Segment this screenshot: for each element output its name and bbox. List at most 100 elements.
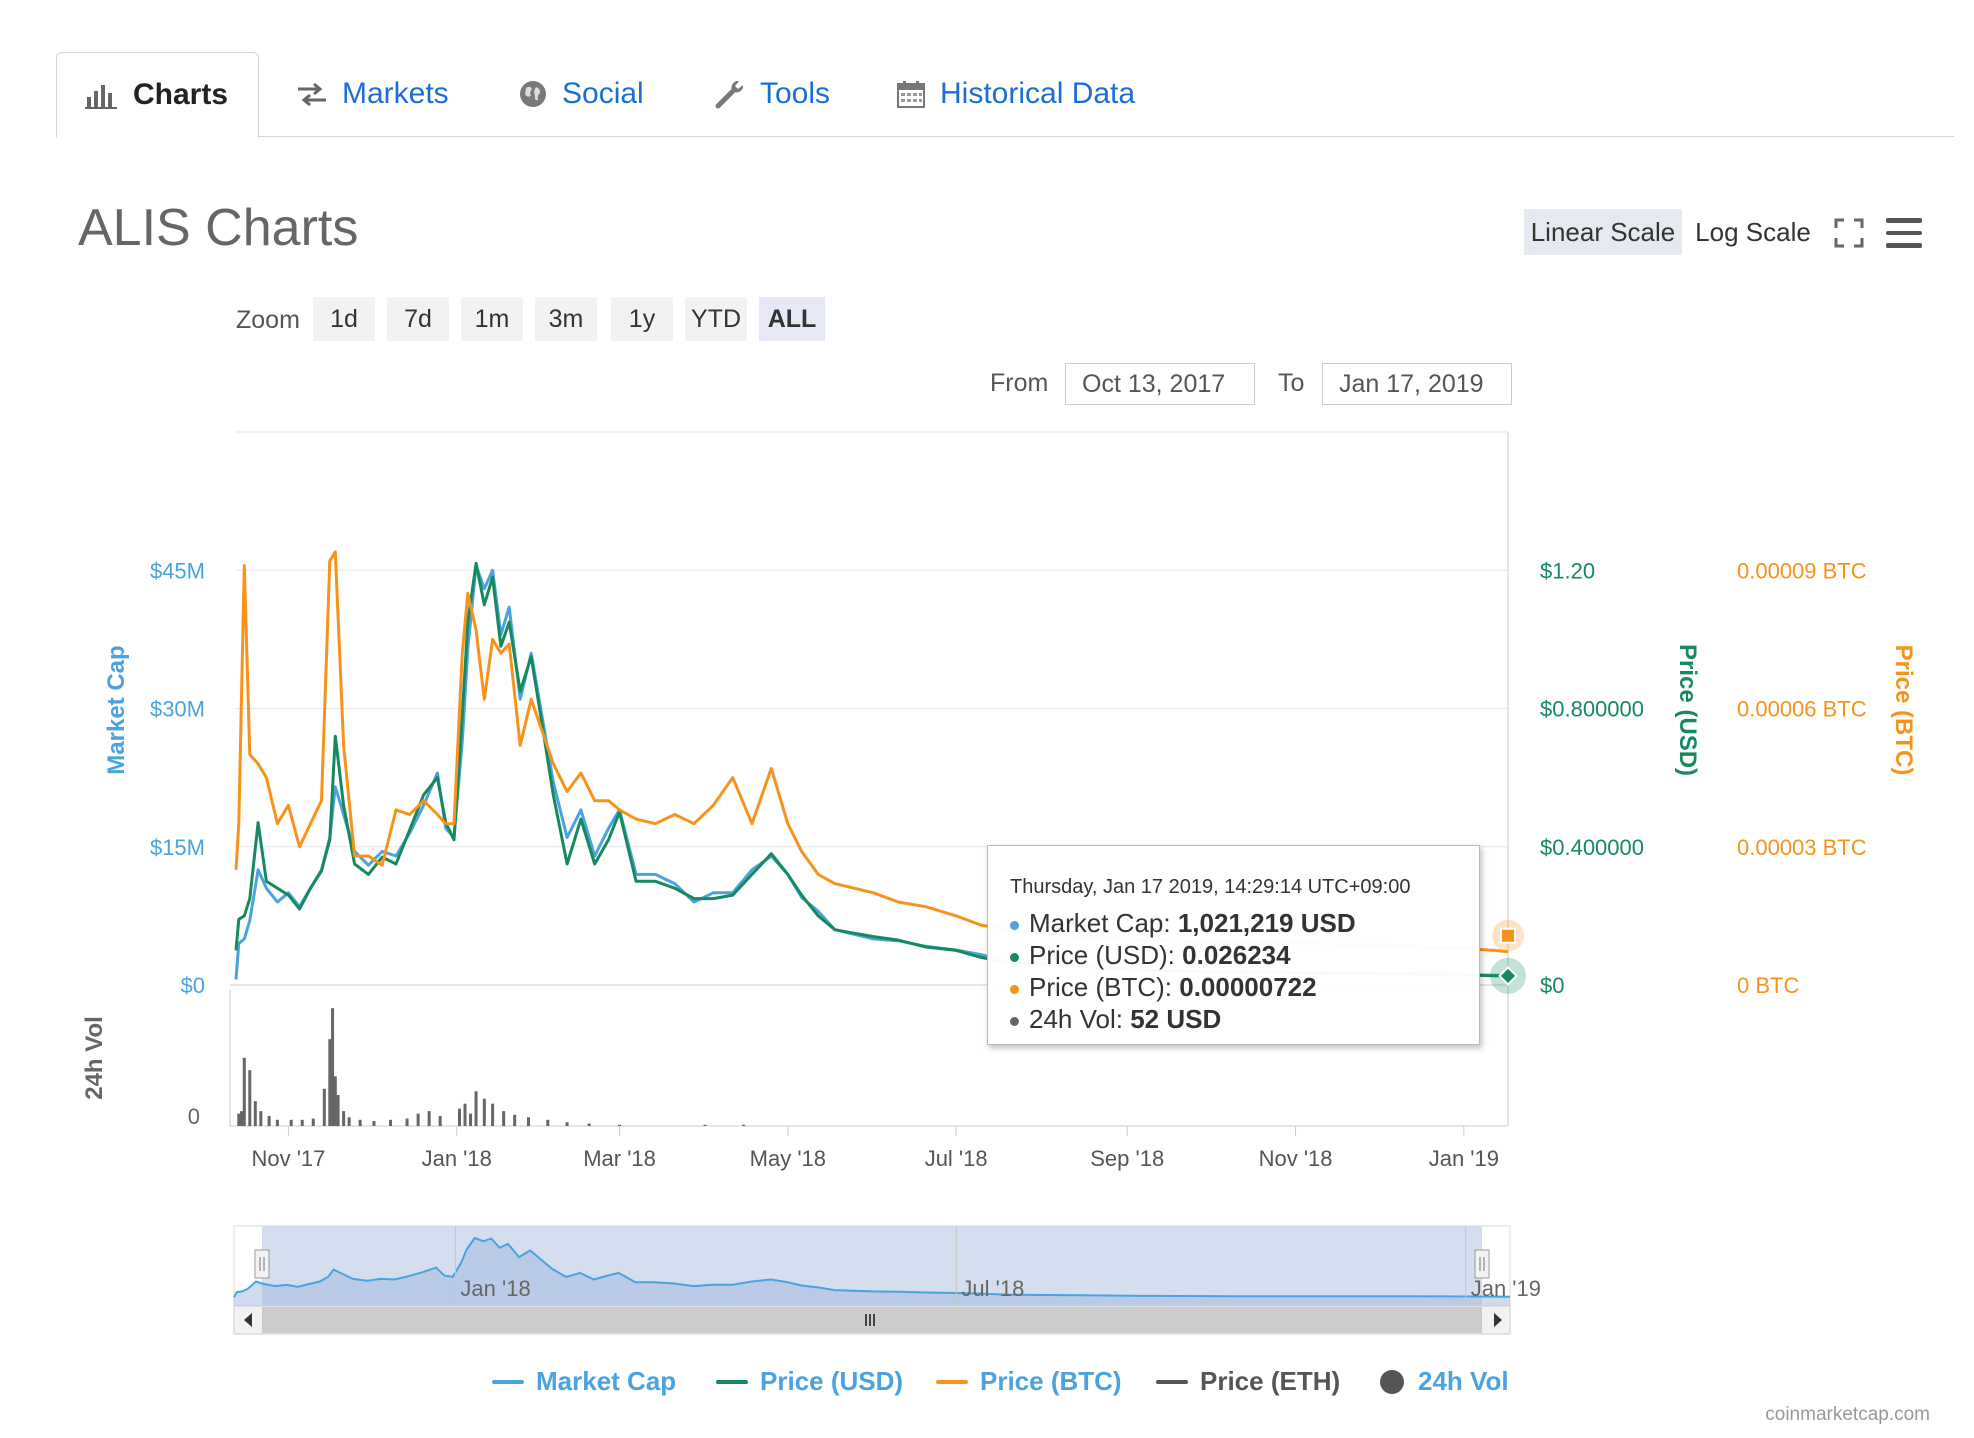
navigator-label: Jan '19 xyxy=(1471,1276,1541,1301)
tabs-divider xyxy=(56,136,1954,137)
zoom-7d-button[interactable]: 7d xyxy=(387,297,449,341)
linear-scale-button[interactable]: Linear Scale xyxy=(1524,209,1682,255)
volume-bar xyxy=(469,1113,473,1126)
price-btc-tick-label: 0.00006 BTC xyxy=(1737,697,1867,722)
to-label: To xyxy=(1278,369,1305,397)
tooltip-value: 1,021,219 USD xyxy=(1177,908,1356,938)
legend-swatch xyxy=(1380,1369,1404,1394)
volume-bar xyxy=(289,1119,293,1126)
navigator-left-handle[interactable] xyxy=(254,1249,270,1279)
tooltip-label: Price (USD): xyxy=(1029,940,1175,970)
price-usd-tick-label: $1.20 xyxy=(1540,558,1595,583)
price-usd-tick-label: $0.400000 xyxy=(1540,835,1644,860)
legend-price-usd[interactable]: Price (USD) xyxy=(716,1366,903,1397)
volume-bar xyxy=(336,1095,340,1126)
scroll-right-arrow-icon[interactable] xyxy=(1494,1313,1502,1327)
volume-bar xyxy=(347,1117,351,1126)
market-cap-tick-label: $45M xyxy=(150,558,205,583)
credits-link[interactable]: coinmarketcap.com xyxy=(1765,1404,1930,1425)
volume-bar xyxy=(565,1122,569,1126)
tab-social[interactable]: Social xyxy=(518,52,644,136)
log-scale-button[interactable]: Log Scale xyxy=(1695,216,1811,247)
tab-label: Charts xyxy=(133,78,229,111)
volume-bar xyxy=(491,1103,495,1126)
market-cap-axis-title: Market Cap xyxy=(103,645,130,774)
legend-price-btc[interactable]: Price (BTC) xyxy=(936,1366,1122,1397)
volume-bar xyxy=(457,1108,461,1126)
bar-chart-icon xyxy=(85,81,119,109)
volume-bar xyxy=(618,1124,622,1126)
volume-bar xyxy=(463,1103,467,1126)
price-btc-tick-label: 0 BTC xyxy=(1737,973,1799,998)
zoom-3m-button[interactable]: 3m xyxy=(535,297,597,341)
volume-bar xyxy=(526,1117,530,1126)
menu-icon[interactable] xyxy=(1884,214,1924,252)
zoom-ytd-button[interactable]: YTD xyxy=(685,297,747,341)
zoom-all-button[interactable]: ALL xyxy=(759,297,825,341)
zoom-1y-button[interactable]: 1y xyxy=(611,297,673,341)
page-title: ALIS Charts xyxy=(78,199,359,257)
fullscreen-icon[interactable] xyxy=(1830,214,1868,252)
volume-bar xyxy=(416,1113,420,1126)
legend-label: Market Cap xyxy=(536,1366,677,1396)
navigator-label: Jul '18 xyxy=(961,1276,1024,1301)
price-usd-tick-label: $0 xyxy=(1540,973,1564,998)
tooltip-value: 0.026234 xyxy=(1182,940,1291,970)
tab-markets[interactable]: Markets xyxy=(296,52,449,136)
volume-bar xyxy=(742,1124,746,1126)
navigator-right-handle[interactable] xyxy=(1474,1249,1490,1279)
zoom-1m-button[interactable]: 1m xyxy=(461,297,523,341)
tab-label: Social xyxy=(562,77,644,110)
volume-bar xyxy=(587,1123,591,1126)
volume-bar xyxy=(405,1118,409,1126)
globe-icon xyxy=(518,79,548,109)
market-cap-tick-label: $0 xyxy=(181,973,205,998)
x-tick-label: Sep '18 xyxy=(1090,1146,1164,1171)
legend-swatch xyxy=(716,1379,748,1384)
tooltip-value: 52 USD xyxy=(1130,1004,1222,1034)
volume-bar xyxy=(300,1119,304,1126)
legend-label: 24h Vol xyxy=(1418,1366,1509,1396)
tab-historical-data[interactable]: Historical Data xyxy=(896,52,1135,136)
volume-bar xyxy=(267,1116,271,1126)
volume-bar xyxy=(253,1101,257,1126)
zoom-1d-button[interactable]: 1d xyxy=(313,297,375,341)
volume-bar xyxy=(342,1111,346,1126)
x-tick-label: Jan '18 xyxy=(422,1146,492,1171)
price-btc-tick-label: 0.00009 BTC xyxy=(1737,558,1867,583)
navigator-scrollbar-thumb[interactable] xyxy=(262,1307,1482,1333)
tab-charts[interactable]: Charts xyxy=(56,52,260,138)
tab-label: Historical Data xyxy=(940,77,1136,110)
scroll-left-arrow-icon[interactable] xyxy=(244,1313,252,1327)
volume-bar xyxy=(242,1057,246,1126)
volume-bar xyxy=(703,1124,707,1126)
from-date-input[interactable]: Oct 13, 2017 xyxy=(1065,363,1255,405)
legend-swatch xyxy=(1156,1379,1188,1384)
x-tick-label: Jul '18 xyxy=(925,1146,988,1171)
legend-price-eth[interactable]: Price (ETH) xyxy=(1156,1366,1340,1397)
volume-bar xyxy=(372,1121,376,1126)
volume-bar xyxy=(248,1070,252,1126)
tooltip-label: Market Cap: xyxy=(1029,908,1171,938)
volume-bar xyxy=(502,1111,506,1126)
to-date-input[interactable]: Jan 17, 2019 xyxy=(1322,363,1512,405)
volume-axis-title: 24h Vol xyxy=(81,1016,108,1100)
tab-tools[interactable]: Tools xyxy=(714,52,830,136)
volume-bar xyxy=(333,1076,337,1126)
volume-bar xyxy=(328,1039,332,1126)
chart-tooltip: Thursday, Jan 17 2019, 14:29:14 UTC+09:0… xyxy=(987,845,1480,1045)
from-label: From xyxy=(990,369,1049,397)
btc-hover-marker xyxy=(1500,927,1516,944)
calendar-icon xyxy=(896,79,926,109)
legend-24h-vol[interactable]: 24h Vol xyxy=(1380,1366,1509,1397)
x-tick-label: Nov '17 xyxy=(251,1146,325,1171)
volume-bar xyxy=(474,1091,478,1126)
price-btc-tick-label: 0.00003 BTC xyxy=(1737,835,1867,860)
legend-market-cap[interactable]: Market Cap xyxy=(492,1366,676,1397)
x-tick-label: Nov '18 xyxy=(1259,1146,1333,1171)
navigator-line xyxy=(233,1236,1511,1298)
volume-bar xyxy=(438,1116,442,1126)
exchange-arrows-icon xyxy=(296,81,328,107)
tooltip-row-24h-vol: 24h Vol: 52 USD xyxy=(1010,1003,1479,1035)
